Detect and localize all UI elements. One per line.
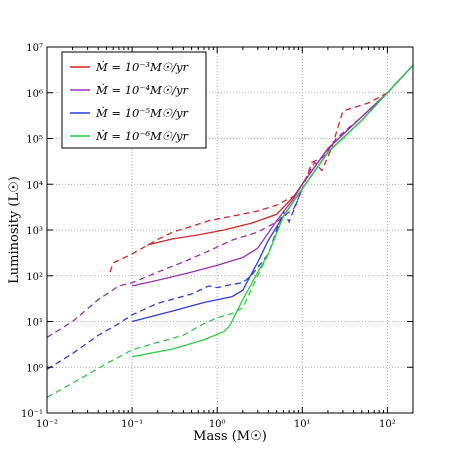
y-tick-label: 10⁷ [26,43,43,54]
y-tick-label: 10⁰ [26,363,43,374]
series-3-dashed-line [47,92,388,370]
legend-label: Ṁ = 10⁻⁵M☉/yr [95,106,189,120]
y-tick-label: 10¹ [26,318,43,329]
series-2-solid-line [131,64,413,287]
y-tick-label: 10² [26,272,43,283]
x-tick-label: 10⁻² [36,419,58,430]
y-tick-label: 10³ [26,226,43,237]
series-4-solid-line [131,64,413,358]
y-tick-label: 10⁵ [26,135,43,146]
series-2-dashed-line [47,92,388,338]
axis-ticks [46,46,413,414]
y-tick-label: 10⁻¹ [21,409,43,420]
legend-box [61,51,207,149]
x-tick-label: 10⁻¹ [121,419,143,430]
legend-label: Ṁ = 10⁻³M☉/yr [95,60,189,74]
y-tick-label: 10⁴ [26,180,43,191]
x-tick-label: 10² [379,419,396,430]
y-axis-label: Luminosity (L☉) [7,176,22,284]
y-tick-label: 10⁶ [26,89,43,100]
legend-label: Ṁ = 10⁻⁴M☉/yr [95,83,189,97]
x-axis-label: Mass (M☉) [193,429,267,444]
legend-label: Ṁ = 10⁻⁶M☉/yr [95,129,189,143]
data-series [47,64,413,398]
legend: Ṁ = 10⁻³M☉/yr Ṁ = 10⁻⁴M☉/yr Ṁ = 10⁻⁵M☉/yr Ṁ… [61,51,207,149]
x-tick-label: 10⁰ [209,419,226,430]
x-tick-label: 10¹ [294,419,311,430]
tick-labels: 10⁻² 10⁻¹ 10⁰ 10¹ 10²10⁻¹10⁰10¹10²10³10⁴10⁵1… [21,43,396,430]
